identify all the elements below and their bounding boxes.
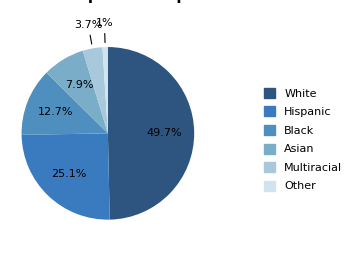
Text: 25.1%: 25.1% [51,169,87,179]
Wedge shape [47,51,108,133]
Text: 3.7%: 3.7% [74,20,102,44]
Wedge shape [83,47,108,133]
Text: 1%: 1% [96,18,113,43]
Wedge shape [102,47,108,133]
Wedge shape [22,133,110,220]
Wedge shape [22,73,108,135]
Text: 49.7%: 49.7% [146,128,182,138]
Wedge shape [108,47,194,220]
Text: Racial Make-up of US Population-  2044: Racial Make-up of US Population- 2044 [0,0,307,3]
Legend: White, Hispanic, Black, Asian, Multiracial, Other: White, Hispanic, Black, Asian, Multiraci… [264,88,342,192]
Text: 12.7%: 12.7% [38,107,73,117]
Text: 7.9%: 7.9% [65,80,93,90]
